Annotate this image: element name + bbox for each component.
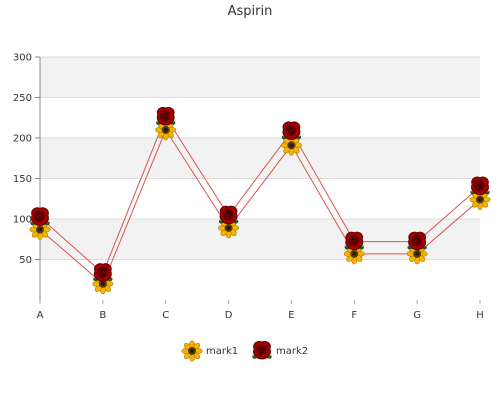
mark2-point-H-rose-icon	[469, 176, 491, 196]
x-tick-label: D	[225, 310, 233, 321]
chart-title: Aspirin	[228, 4, 273, 19]
legend-label-mark1: mark1	[206, 346, 238, 357]
y-tick-label: 150	[13, 174, 32, 185]
plot-background-bands	[40, 57, 480, 300]
plot-band	[40, 57, 480, 98]
plot-band	[40, 97, 480, 138]
x-tick-label: E	[288, 310, 294, 321]
legend: mark1 mark2	[181, 340, 308, 362]
plot-band	[40, 219, 480, 260]
plot-band	[40, 178, 480, 219]
legend-sunflower-icon	[181, 340, 203, 362]
plot-band	[40, 259, 480, 300]
mark2-point-E-rose-icon	[281, 121, 302, 141]
y-tick-label: 100	[13, 215, 32, 226]
y-axis: 50 100 150 200 250 300	[13, 53, 41, 300]
mark2-point-A-rose-icon	[29, 207, 51, 226]
x-tick-label: F	[351, 310, 357, 321]
y-tick-label: 50	[19, 255, 32, 266]
plot-band	[40, 138, 480, 179]
x-tick-label: H	[476, 310, 484, 321]
x-tick-label: B	[99, 310, 106, 321]
series-line-mark2	[39, 115, 481, 275]
x-axis: A B C D E F G H	[37, 300, 484, 321]
mark2-point-G-rose-icon	[406, 231, 428, 251]
y-tick-label: 200	[13, 134, 32, 145]
mark2-point-B-rose-icon	[92, 263, 114, 282]
gridlines	[40, 56, 480, 260]
legend-label-mark2: mark2	[276, 346, 308, 357]
y-tick-label: 300	[13, 53, 32, 64]
y-tick-label: 250	[13, 93, 32, 104]
mark2-point-C-rose-icon	[155, 106, 176, 126]
x-tick-label: C	[162, 310, 169, 321]
x-tick-label: G	[413, 310, 421, 321]
x-tick-label: A	[37, 310, 44, 321]
legend-rose-icon	[251, 340, 273, 360]
mark2-point-D-rose-icon	[218, 205, 239, 225]
mark2-point-F-rose-icon	[344, 231, 365, 251]
